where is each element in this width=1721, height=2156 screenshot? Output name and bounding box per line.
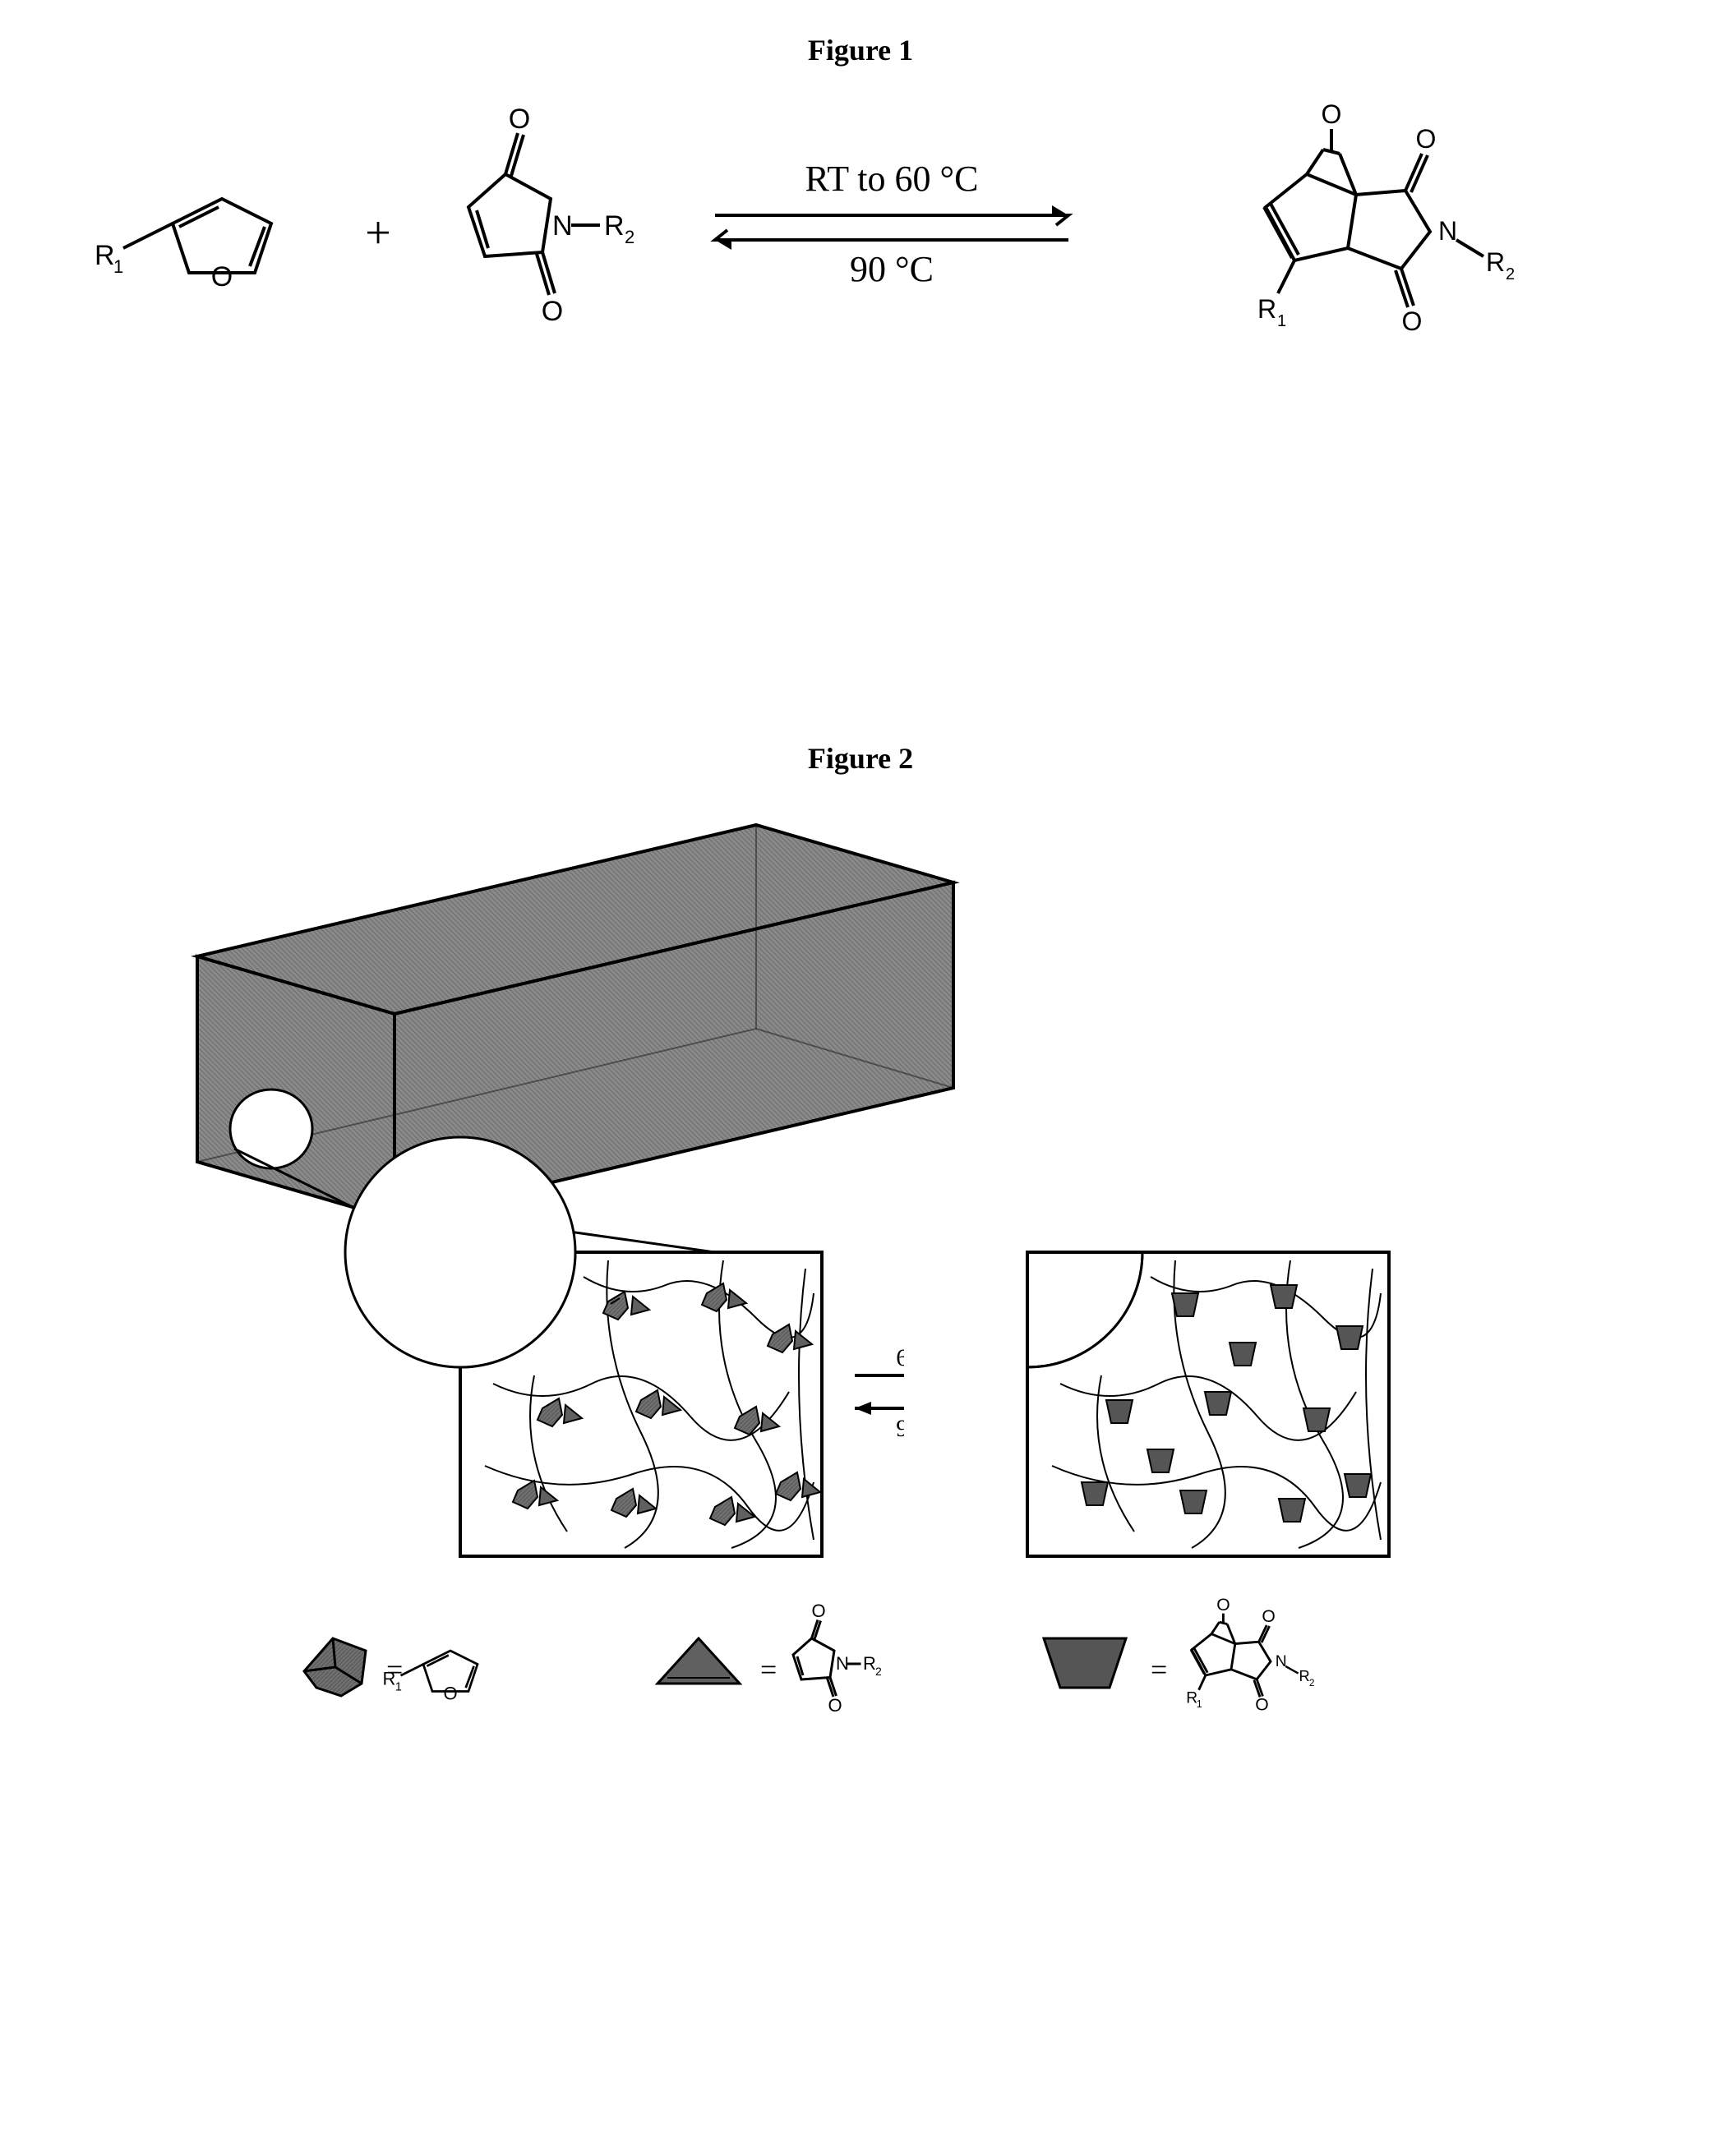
plus-sign: + — [365, 208, 391, 259]
svg-text:O: O — [1216, 1596, 1230, 1615]
legend-furan: = O R 1 — [304, 1638, 478, 1703]
svg-text:N: N — [552, 210, 573, 242]
svg-text:1: 1 — [1197, 1698, 1202, 1710]
adduct-molecule: O O O N R 2 R 1 — [1257, 99, 1515, 336]
figure2-container: 60° C 90° C — [33, 792, 1688, 1778]
svg-text:1: 1 — [395, 1680, 402, 1693]
furan-molecule: O R 1 — [95, 199, 271, 293]
svg-text:O: O — [443, 1683, 457, 1703]
svg-text:R: R — [1186, 1690, 1197, 1707]
zoom-panel-left — [345, 1137, 822, 1556]
maleimide-molecule: N O O R 2 — [468, 104, 634, 327]
svg-text:2: 2 — [1309, 1679, 1314, 1688]
legend-maleimide-eq: = — [760, 1653, 777, 1686]
figure2-title: Figure 2 — [33, 741, 1688, 776]
svg-text:1: 1 — [113, 256, 123, 277]
svg-text:R: R — [863, 1653, 876, 1674]
forward-condition: RT to 60 °C — [805, 159, 979, 199]
svg-text:R: R — [1299, 1667, 1310, 1684]
svg-text:O: O — [828, 1695, 842, 1716]
figure1-svg: O R 1 + N O O R 2 RT t — [33, 84, 1688, 412]
svg-text:O: O — [211, 261, 233, 293]
svg-text:O: O — [542, 296, 563, 327]
legend-adduct-eq: = — [1151, 1653, 1167, 1686]
svg-text:O: O — [509, 104, 530, 135]
legend-adduct: = O O O N R 2 — [1044, 1596, 1314, 1715]
legend-maleimide: = N O O R 2 — [657, 1601, 882, 1716]
equilibrium-arrows: RT to 60 °C 90 °C — [715, 159, 1068, 289]
figure1-container: O R 1 + N O O R 2 RT t — [33, 84, 1688, 412]
figure1-title: Figure 1 — [33, 33, 1688, 67]
svg-text:R: R — [1257, 294, 1276, 324]
reverse-condition: 90 °C — [850, 249, 934, 289]
svg-text:R: R — [383, 1668, 396, 1688]
svg-text:2: 2 — [1506, 265, 1515, 283]
svg-text:2: 2 — [625, 227, 634, 247]
legend: = O R 1 = N O — [304, 1596, 1314, 1716]
svg-text:R: R — [604, 210, 625, 242]
svg-text:R: R — [1486, 247, 1505, 277]
svg-text:O: O — [1416, 124, 1437, 154]
svg-text:N: N — [1276, 1653, 1287, 1670]
block-3d — [197, 825, 953, 1260]
svg-text:N: N — [1438, 216, 1457, 246]
svg-text:O: O — [1255, 1696, 1268, 1715]
svg-text:R: R — [95, 240, 115, 271]
svg-text:2: 2 — [875, 1665, 882, 1678]
svg-text:O: O — [1322, 99, 1342, 129]
figure2-svg: 60° C 90° C — [33, 792, 1688, 1778]
svg-text:O: O — [1262, 1607, 1275, 1626]
zoom-panel-right — [904, 1129, 1389, 1556]
svg-text:1: 1 — [1277, 312, 1286, 330]
svg-text:O: O — [811, 1601, 825, 1621]
svg-text:O: O — [1402, 306, 1423, 336]
